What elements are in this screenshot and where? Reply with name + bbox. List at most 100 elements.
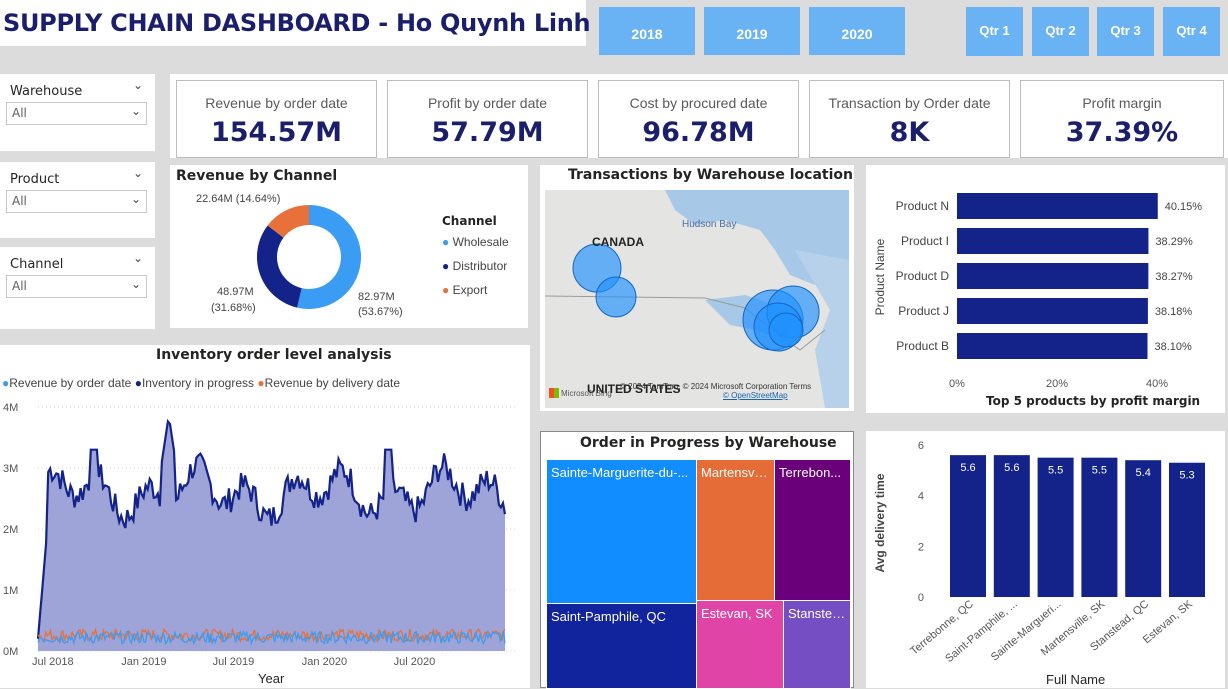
map-bubble[interactable]: [768, 312, 804, 348]
legend-label: Distributor: [452, 259, 508, 273]
hbar-value-label: 40.15%: [1165, 201, 1203, 213]
hbar-bar[interactable]: [957, 298, 1148, 324]
map-label-hudson-bay: Hudson Bay: [682, 219, 736, 230]
legend-label[interactable]: Revenue by order date: [9, 376, 132, 390]
hbar-category-label: Product J: [898, 304, 949, 318]
area-x-tick-label: Jan 2019: [121, 656, 166, 668]
map-terms-link[interactable]: Terms: [789, 382, 812, 391]
warehouse-slicer: Warehouse ⌄ All ⌄: [0, 74, 155, 151]
chevron-down-icon[interactable]: ⌄: [132, 78, 143, 92]
year-button-2019[interactable]: 2019: [704, 7, 800, 55]
area-tick-label: 1M: [3, 585, 18, 597]
delivery-time-card: Avg delivery time 0 2 4 6 5.6 Terrebonne, QC 5.…: [866, 431, 1225, 688]
vbar-bar[interactable]: [1037, 457, 1074, 597]
data-label-distributor-pct: (31.68%): [211, 302, 256, 314]
vbar-tick-label: 2: [918, 541, 924, 553]
vbar-bar[interactable]: [1125, 460, 1162, 597]
top-products-chart: Product Name Product N 40.15% Product I 38.2…: [873, 193, 1203, 390]
vbar-bar[interactable]: [993, 455, 1030, 597]
legend-label[interactable]: Revenue by delivery date: [264, 376, 401, 390]
delivery-time-xlabel: Full Name: [1046, 672, 1106, 687]
kpi-profit-card: Profit by order date 57.79M: [381, 74, 594, 158]
channel-slicer-label: Channel: [10, 257, 64, 272]
inventory-area-fill: [38, 421, 505, 651]
map-canvas[interactable]: CANADA UNITED STATES Hudson Bay: [545, 190, 849, 408]
inventory-area-chart[interactable]: 0M 1M 2M 3M 4M Jul 2018 Jan 2019 Jul 2019 Jan 20…: [0, 345, 530, 688]
inventory-line: [36, 418, 507, 639]
area-x-tick-label: Jul 2018: [32, 656, 74, 668]
kpi-cost-label: Cost by procured date: [629, 95, 768, 111]
donut-chart: [257, 205, 361, 309]
legend-item-distributor[interactable]: ● Distributor: [442, 259, 507, 273]
qtr-button-3[interactable]: Qtr 3: [1097, 7, 1154, 56]
hbar-bar[interactable]: [957, 333, 1148, 359]
treemap-cell-saint-pamphile[interactable]: Saint-Pamphile, QC: [546, 603, 697, 689]
treemap-cell-estevan[interactable]: Estevan, SK: [696, 600, 784, 689]
legend-dot-icon: ●: [257, 376, 265, 390]
hbar-value-label: 38.18%: [1155, 306, 1193, 318]
warehouse-dropdown[interactable]: All ⌄: [6, 102, 147, 125]
treemap-cell-stanstead[interactable]: Stanstea...: [783, 600, 851, 689]
hbar-category-label: Product B: [896, 339, 949, 353]
hbar-bar[interactable]: [957, 263, 1149, 289]
hbar-category-label: Product D: [896, 269, 950, 283]
map-osm-link[interactable]: © OpenStreetMap: [723, 391, 788, 400]
donut-slice-export[interactable]: [267, 205, 309, 238]
area-tick-label: 4M: [3, 402, 18, 414]
qtr-button-2[interactable]: Qtr 2: [1032, 7, 1089, 56]
map-attribution-text: © 2024 TomTom, © 2024 Microsoft Corporat…: [620, 382, 788, 391]
year-button-2020[interactable]: 2020: [809, 7, 905, 55]
inventory-xlabel: Year: [258, 671, 285, 686]
legend-item-export[interactable]: ● Export: [442, 283, 487, 297]
map-bubble[interactable]: [595, 276, 637, 318]
year-button-2018[interactable]: 2018: [599, 7, 695, 55]
qtr-button-4[interactable]: Qtr 4: [1163, 7, 1220, 56]
vbar-bar[interactable]: [950, 455, 986, 597]
kpi-margin-card: Profit margin 37.39%: [1014, 74, 1228, 158]
hbar-category-label: Product N: [896, 199, 949, 213]
hbar-value-label: 38.27%: [1155, 271, 1193, 283]
data-label-wholesale-pct: (53.67%): [358, 306, 403, 318]
vbar-value-label: 5.3: [1179, 470, 1194, 482]
map-label-us: UNITED STATES: [587, 382, 681, 396]
warehouse-dropdown-value: All: [12, 106, 27, 120]
kpi-revenue-value: 154.57M: [210, 117, 343, 148]
hbar-value-label: 38.29%: [1155, 236, 1193, 248]
kpi-margin-value: 37.39%: [1065, 117, 1179, 148]
channel-dropdown[interactable]: All ⌄: [6, 275, 147, 298]
hbar-category-label: Product I: [901, 234, 949, 248]
chevron-down-icon[interactable]: ⌄: [132, 166, 143, 180]
donut-slice-wholesale[interactable]: [297, 205, 361, 309]
inventory-legend: ●Revenue by order date ●Inventory in pro…: [2, 376, 400, 390]
dashboard-title: SUPPLY CHAIN DASHBOARD - Ho Quynh Linh: [3, 9, 591, 37]
vbar-category-label: Saint-Pamphile, ...: [943, 598, 1020, 665]
hbar-bar[interactable]: [957, 228, 1149, 254]
legend-item-wholesale[interactable]: ● Wholesale: [442, 235, 509, 249]
product-dropdown[interactable]: All ⌄: [6, 190, 147, 213]
vbar-value-label: 5.6: [960, 462, 975, 474]
hbar-tick-label: 40%: [1146, 378, 1168, 390]
hbar-tick-label: 0%: [949, 378, 965, 390]
legend-dot-icon: ●: [442, 259, 450, 273]
treemap-cell-terrebonne[interactable]: Terrebon...: [774, 459, 851, 601]
legend-title: Channel: [442, 214, 497, 228]
qtr-button-1[interactable]: Qtr 1: [966, 7, 1023, 56]
chevron-down-icon[interactable]: ⌄: [132, 251, 143, 265]
kpi-transaction-label: Transaction by Order date: [828, 95, 991, 111]
hbar-bar[interactable]: [957, 193, 1158, 219]
inventory-title: Inventory order level analysis: [156, 347, 392, 363]
warehouse-slicer-label: Warehouse: [10, 84, 83, 99]
vbar-ylabel: Avg delivery time: [873, 473, 887, 572]
kpi-transaction-value: 8K: [889, 117, 930, 148]
top-products-card: Product Name Product N 40.15% Product I 38.2…: [866, 165, 1225, 413]
treemap-cell-martensville[interactable]: Martensvil...: [696, 459, 775, 601]
treemap-cell-sainte-marguerite[interactable]: Sainte-Marguerite-du-...: [546, 459, 697, 604]
donut-slice-distributor[interactable]: [257, 225, 302, 308]
legend-label[interactable]: Inventory in progress: [141, 376, 254, 390]
vbar-tick-label: 6: [918, 440, 924, 452]
atlantic-water: [795, 250, 849, 408]
vbar-bar[interactable]: [1081, 457, 1118, 597]
vbar-bar[interactable]: [1169, 462, 1205, 597]
wholesale-revenue-line: [37, 629, 506, 646]
